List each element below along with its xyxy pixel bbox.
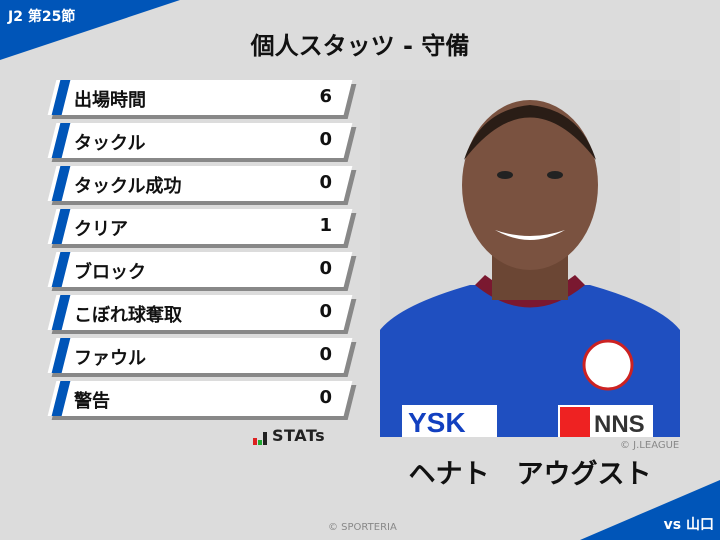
stat-label: クリア bbox=[74, 219, 128, 240]
stats-logo: STATs bbox=[253, 426, 325, 445]
stat-label: タックル成功 bbox=[74, 176, 182, 197]
round-label: J2 第25節 bbox=[8, 9, 76, 25]
stat-label: 警告 bbox=[74, 391, 110, 412]
stat-value: 1 bbox=[319, 215, 332, 236]
stat-row: クリア 1 bbox=[47, 209, 357, 248]
player-name: ヘナト アウグスト bbox=[408, 459, 652, 490]
stat-label: タックル bbox=[74, 133, 146, 154]
stat-label: ブロック bbox=[74, 262, 146, 283]
stat-label: こぼれ球奪取 bbox=[74, 305, 182, 326]
stat-value: 0 bbox=[319, 344, 332, 365]
footer-credit: © SPORTERIA bbox=[328, 522, 397, 533]
bar-chart-icon bbox=[253, 432, 267, 445]
stat-row: こぼれ球奪取 0 bbox=[47, 295, 357, 334]
svg-text:NNS: NNS bbox=[594, 411, 645, 437]
photo-credit: © J.LEAGUE bbox=[620, 440, 680, 451]
stat-row: 警告 0 bbox=[47, 381, 357, 420]
page-title: 個人スタッツ - 守備 bbox=[250, 32, 470, 60]
stat-value: 0 bbox=[319, 172, 332, 193]
stat-row: 出場時間 6 bbox=[47, 80, 357, 119]
stat-label: 出場時間 bbox=[74, 90, 146, 111]
stat-value: 6 bbox=[319, 86, 332, 107]
stat-row: ファウル 0 bbox=[47, 338, 357, 377]
stat-label: ファウル bbox=[74, 348, 146, 369]
stat-row: タックル 0 bbox=[47, 123, 357, 162]
stat-row: ブロック 0 bbox=[47, 252, 357, 291]
svg-text:YSK: YSK bbox=[408, 407, 466, 437]
stat-value: 0 bbox=[319, 129, 332, 150]
stat-value: 0 bbox=[319, 387, 332, 408]
stats-list: 出場時間 6 タックル 0 タックル成功 0 クリア 1 ブロック 0 こぼれ球奪取 0 ファウル 0 警告… bbox=[47, 80, 357, 424]
stat-row: タックル成功 0 bbox=[47, 166, 357, 205]
player-photo: YSK NNS bbox=[380, 80, 680, 437]
stat-value: 0 bbox=[319, 301, 332, 322]
stat-value: 0 bbox=[319, 258, 332, 279]
opponent-label: vs 山口 bbox=[663, 517, 714, 533]
